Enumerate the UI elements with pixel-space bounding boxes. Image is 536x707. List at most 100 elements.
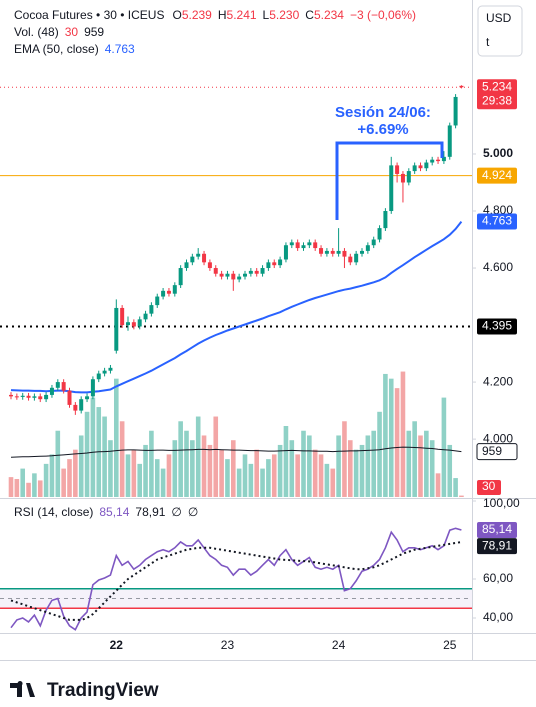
candle-body (137, 319, 142, 327)
volume-bar (453, 478, 458, 497)
ohlc-value: 5.241 (227, 8, 257, 22)
legend-value: 959 (84, 25, 104, 39)
volume-label: 30 (482, 479, 496, 493)
candle-body (96, 373, 101, 380)
change: −3 (−0,06%) (350, 8, 416, 22)
volume-bar (418, 435, 423, 497)
candle-body (90, 379, 95, 397)
x-tick-label: 24 (332, 638, 346, 652)
ohlc-label: H (218, 8, 227, 22)
volume-bar (441, 397, 447, 497)
volume-bar (49, 454, 55, 497)
volume-bar (254, 449, 259, 497)
candle-body (406, 171, 411, 183)
candle-body (149, 305, 154, 314)
volume-bar (447, 444, 453, 497)
candle-body (196, 253, 201, 257)
candle-body (225, 273, 230, 277)
volume-bar (184, 430, 189, 497)
volume-bar (318, 454, 324, 497)
x-tick-label: 22 (110, 638, 124, 652)
volume-bar (336, 435, 341, 497)
candle-body (447, 125, 452, 157)
volume-bar (201, 435, 207, 497)
currency-box[interactable] (477, 5, 523, 57)
volume-bar (365, 435, 371, 497)
y-tick-label: 5.000 (483, 146, 513, 160)
volume-bar (37, 480, 43, 497)
brand: TradingView (47, 680, 159, 701)
candle-body (354, 253, 359, 263)
candle-body (184, 262, 189, 269)
candle-body (161, 290, 166, 297)
legend-value: 4.763 (105, 42, 135, 56)
volume-bar (160, 468, 166, 497)
volume-bar (383, 373, 388, 497)
volume-bar (236, 468, 242, 497)
candle-body (14, 396, 19, 398)
volume-bar (459, 495, 464, 497)
candle-body (266, 262, 271, 269)
volume-bar (131, 449, 137, 497)
last-price: 5.234 (482, 79, 512, 93)
candle-body (166, 290, 171, 294)
price-label-box (477, 167, 517, 184)
candle-body (102, 370, 107, 374)
candle-body (178, 268, 183, 286)
volume-bar (154, 459, 160, 497)
volume-bar (435, 473, 441, 497)
volume-bar (266, 459, 271, 497)
volume-bar (143, 444, 148, 497)
volume-bar (14, 479, 20, 497)
ohlc-value: 5.234 (314, 8, 344, 22)
rsi-label-box (477, 521, 517, 538)
annotation: Sesión 24/06: (335, 104, 431, 121)
candle-body (190, 256, 195, 263)
candle-body (272, 262, 277, 266)
volume-bar (248, 463, 254, 497)
volume-bar (178, 421, 183, 497)
volume-bar (342, 421, 347, 497)
ohlc-value: 5.239 (182, 8, 212, 22)
volume-bar (149, 430, 154, 497)
candle-body (73, 404, 78, 411)
candle-body (283, 245, 288, 260)
candle-body (441, 156, 446, 162)
candle-body (55, 382, 60, 388)
candle-body (213, 268, 218, 274)
ohlc-label: L (263, 8, 270, 22)
candle-body (155, 296, 160, 306)
legend-item: 78,91 (135, 505, 165, 519)
price-label-box (477, 318, 517, 335)
ema-label: 4.763 (482, 214, 512, 228)
legend-item: ∅ (171, 505, 181, 519)
volume-bar (388, 378, 394, 497)
candle-body (324, 250, 329, 254)
candle-body (319, 248, 324, 254)
legend-name: Vol. (48) (14, 25, 59, 39)
candle-body (289, 242, 294, 246)
candle-body (248, 270, 253, 274)
volume-bar (406, 430, 412, 497)
symbol: Cocoa Futures • 30 • ICEUS (14, 8, 164, 22)
volume-bar (55, 430, 61, 497)
candle-body (108, 367, 113, 371)
volume-bar (166, 454, 172, 497)
y-tick-label: 4.600 (483, 260, 513, 274)
volume-bar (348, 440, 353, 497)
candle-body (330, 250, 335, 254)
volume-bar (195, 416, 201, 497)
volume-bar (312, 449, 318, 497)
price-label: 4.924 (482, 168, 512, 182)
candle-body (9, 394, 13, 397)
candle-body (424, 162, 429, 169)
volume-bar (43, 463, 49, 497)
candle-body (307, 242, 312, 246)
volume-bar (114, 378, 119, 497)
candle-body (377, 228, 382, 240)
volume-bar (26, 482, 31, 497)
legend-name: EMA (50, close) (14, 42, 99, 56)
ema-line (10, 220, 463, 394)
volume-bar (172, 440, 178, 497)
